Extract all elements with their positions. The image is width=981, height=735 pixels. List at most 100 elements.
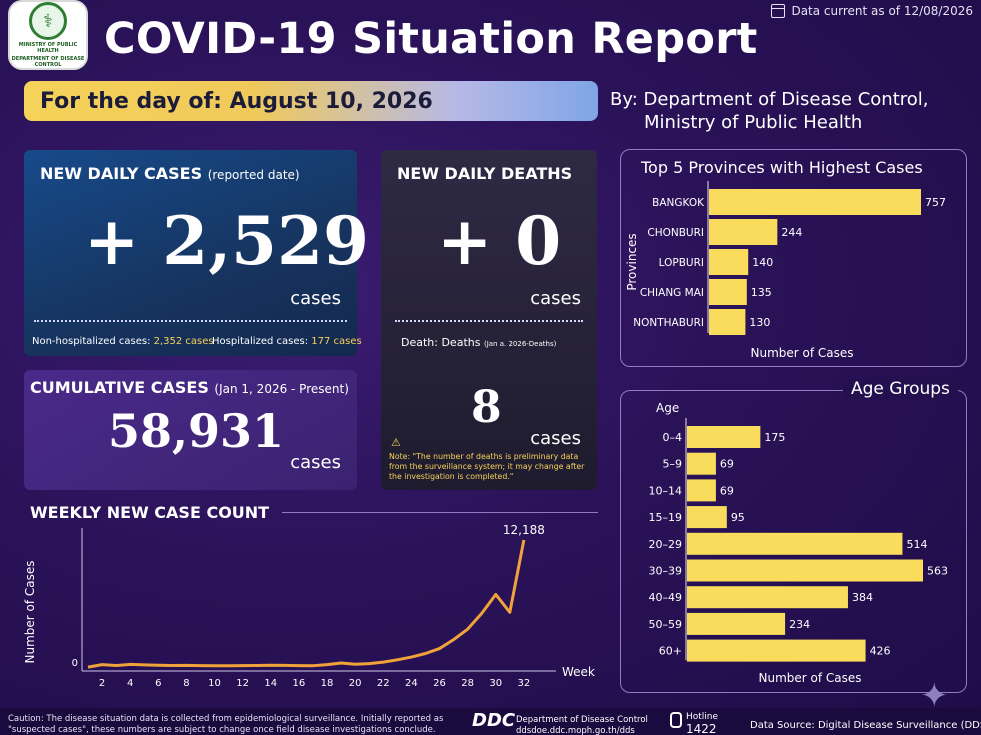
deaths-note: Note: "The number of deaths is prelimina… <box>389 452 585 481</box>
category-label: NONTHABURI <box>633 317 704 329</box>
byline-line2: Ministry of Public Health <box>644 112 863 133</box>
data-label: 135 <box>751 286 772 299</box>
weekly-chart-title: WEEKLY NEW CASE COUNT <box>30 503 270 522</box>
category-label: 0–4 <box>663 431 683 444</box>
new-deaths-title: NEW DAILY DEATHS <box>397 164 573 183</box>
data-label: 384 <box>852 591 873 604</box>
hospitalized-cases: Hospitalized cases: 177 cases <box>212 336 362 347</box>
data-label: 69 <box>720 458 734 471</box>
total-deaths-unit: cases <box>530 428 581 449</box>
weekly-line-chart: 2 4 6 8 10 12 14 16 18 20 22 24 26 28 30 32012,188WeekN… <box>23 523 595 689</box>
report-date-banner: For the day of: August 10, 2026 <box>24 81 598 121</box>
divider <box>34 320 347 322</box>
bar <box>687 586 848 609</box>
cumulative-cases-card: CUMULATIVE CASES (Jan 1, 2026 - Present)… <box>24 370 357 490</box>
divider <box>395 320 583 322</box>
provinces-bar-chart: BANGKOK 757 CHONBURI 244 LOPBURI 140 CHIANG MA… <box>625 181 946 360</box>
bar <box>687 532 903 555</box>
category-label: 5–9 <box>663 458 683 471</box>
category-label: 30–39 <box>649 565 683 578</box>
bar <box>709 279 747 305</box>
data-label: 69 <box>720 484 734 497</box>
data-label: 426 <box>870 645 891 658</box>
bar <box>709 309 746 335</box>
cumulative-title: CUMULATIVE CASES (Jan 1, 2026 - Present) <box>30 378 349 397</box>
bar <box>687 479 716 502</box>
new-daily-cases-card: NEW DAILY CASES (reported date) + 2,529 … <box>24 150 369 356</box>
bar <box>709 249 749 275</box>
category-label: LOPBURI <box>659 257 704 269</box>
provinces-panel: Top 5 Provinces with Highest Cases <box>620 149 967 367</box>
weekly-cases-line <box>87 539 526 669</box>
data-current: Data current as of 12/08/2026 <box>771 4 973 18</box>
x-tick-label: 30 <box>489 678 502 689</box>
data-source: Data Source: Digital Disease Surveillanc… <box>750 720 981 731</box>
category-label: 10–14 <box>649 484 683 497</box>
category-label: 50–59 <box>649 618 683 631</box>
bar <box>687 452 716 475</box>
bar <box>687 506 727 529</box>
age-groups-panel: Age Groups <box>620 379 967 693</box>
y-axis-label: Age <box>656 401 679 415</box>
byline: By: Department of Disease Control, Minis… <box>610 88 929 134</box>
data-label: 175 <box>764 431 785 444</box>
total-deaths-value: 8 <box>471 382 502 433</box>
hotline: Hotline 1422 <box>686 712 719 735</box>
x-tick-label: 10 <box>208 678 221 689</box>
category-label: CHONBURI <box>647 227 704 239</box>
x-tick-label: 22 <box>377 678 390 689</box>
ministry-logo: ⚕ MINISTRY OF PUBLIC HEALTH DEPARTMENT O… <box>8 0 88 70</box>
new-deaths-unit: cases <box>530 288 581 309</box>
bar <box>709 189 921 215</box>
new-daily-deaths-card: NEW DAILY DEATHS + 0 cases Death: Deaths… <box>381 150 597 490</box>
x-tick-label: 24 <box>405 678 418 689</box>
x-tick-label: 14 <box>264 678 277 689</box>
non-hospitalized-cases: Non-hospitalized cases: 2,352 cases <box>32 336 214 347</box>
byline-line1: By: Department of Disease Control, <box>610 89 929 110</box>
x-tick-label: 16 <box>293 678 306 689</box>
data-label: 757 <box>925 196 946 209</box>
ddc-logo: DDC <box>472 710 516 731</box>
category-label: 60+ <box>659 645 682 658</box>
ddc-info: Department of Disease Control ddsdoe.ddc… <box>516 715 648 735</box>
peak-annotation: 12,188 <box>503 523 545 537</box>
death-label: Death: Deaths (Jan a. 2026-Deaths) <box>401 336 557 349</box>
bar <box>687 639 866 662</box>
category-label: 15–19 <box>649 511 683 524</box>
x-tick-label: 20 <box>349 678 362 689</box>
x-axis-label: Number of Cases <box>758 671 861 685</box>
data-label: 514 <box>906 538 927 551</box>
x-axis-label: Number of Cases <box>750 346 853 360</box>
new-cases-unit: cases <box>290 288 341 309</box>
x-tick-label: 2 <box>99 678 105 689</box>
new-deaths-value: + 0 <box>437 202 562 280</box>
page-title: COVID-19 Situation Report <box>104 14 758 64</box>
x-tick-label: 32 <box>518 678 531 689</box>
data-label: 130 <box>749 316 770 329</box>
x-tick-label: 28 <box>461 678 474 689</box>
data-current-text: Data current as of 12/08/2026 <box>791 4 973 18</box>
bar <box>709 219 778 245</box>
category-label: 40–49 <box>649 591 683 604</box>
x-axis-label: Week <box>562 665 595 679</box>
bar <box>687 559 923 582</box>
age-groups-bar-chart: 0–4 175 5–9 69 10–14 69 15–19 95 20–29 514 30–39 56… <box>649 401 949 685</box>
new-cases-value: + 2,529 <box>84 202 369 280</box>
logo-text-department: DEPARTMENT OF DISEASE CONTROL <box>11 56 85 68</box>
data-label: 244 <box>781 226 802 239</box>
category-label: CHIANG MAI <box>640 287 704 299</box>
footer-bar <box>0 708 981 735</box>
bar <box>687 612 786 635</box>
x-tick-label: 18 <box>321 678 334 689</box>
warning-icon: ⚠ <box>391 436 401 449</box>
x-tick-label: 12 <box>236 678 249 689</box>
caduceus-icon: ⚕ <box>29 2 67 40</box>
category-label: BANGKOK <box>652 197 705 209</box>
footer-caption: Caution: The disease situation data is c… <box>8 714 444 735</box>
category-label: 20–29 <box>649 538 683 551</box>
cumulative-value: 58,931 <box>108 404 285 458</box>
y-axis-label: Provinces <box>625 233 639 290</box>
title-rule <box>282 512 598 513</box>
bar <box>687 426 761 448</box>
data-label: 95 <box>731 511 745 524</box>
